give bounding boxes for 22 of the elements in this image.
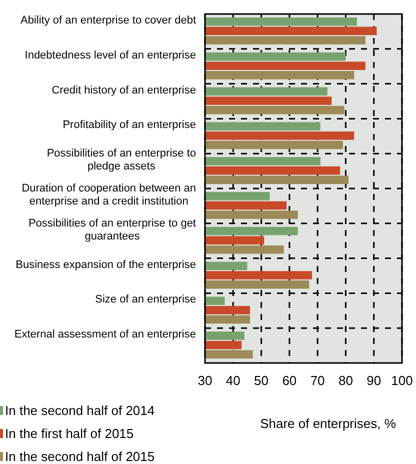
x-tick-label: 30 bbox=[198, 373, 212, 388]
y-tick-label: Profitability of an enterprise bbox=[62, 119, 196, 132]
y-tick-label: Possibilities of an enterprise to pledge assets bbox=[46, 148, 196, 173]
legend-label: In the second half of 2015 bbox=[5, 449, 155, 464]
legend-label: In the first half of 2015 bbox=[5, 426, 134, 441]
y-tick-label: Possibilities of an enterprise to get guarantees bbox=[28, 217, 196, 242]
x-tick-label: 70 bbox=[310, 373, 325, 388]
x-tick-label: 90 bbox=[366, 373, 382, 388]
y-tick-label: Size of an enterprise bbox=[95, 294, 196, 306]
y-tick-label: External assessment of an enterprise bbox=[14, 328, 196, 341]
y-tick-label: Indebtedness level of an enterprise bbox=[24, 49, 196, 62]
x-tick-label: 40 bbox=[226, 373, 240, 388]
x-axis-title: Share of enterprises, % bbox=[260, 416, 396, 431]
x-tick-label: 100 bbox=[391, 373, 413, 388]
y-tick-label: Credit history of an enterprise bbox=[52, 84, 196, 96]
x-tick-label: 80 bbox=[338, 373, 353, 388]
x-tick-label: 50 bbox=[254, 373, 269, 388]
y-tick-label: Business expansion of the enterprise bbox=[16, 258, 196, 271]
x-tick-label: 60 bbox=[282, 373, 297, 388]
legend-label: In the second half of 2014 bbox=[5, 403, 155, 418]
y-tick-label: Ability of an enterprise to cover debt bbox=[20, 14, 196, 26]
y-tick-label: Duration of cooperation between an enterprise and a credit institution bbox=[22, 182, 196, 208]
